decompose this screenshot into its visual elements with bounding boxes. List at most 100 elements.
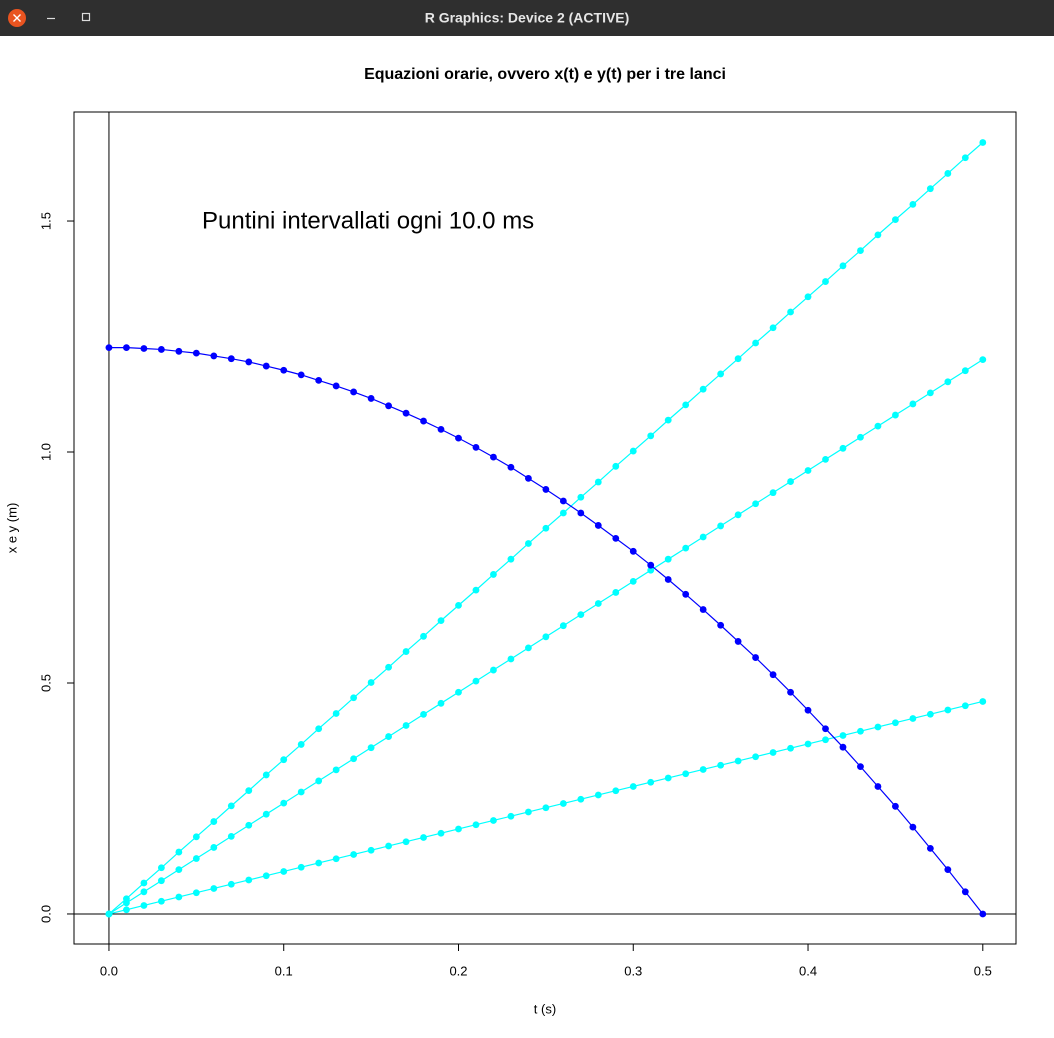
data-point xyxy=(787,688,794,696)
data-point xyxy=(227,880,235,888)
data-point xyxy=(752,500,759,508)
data-point xyxy=(210,844,218,851)
data-point xyxy=(892,411,899,419)
data-point xyxy=(420,834,427,841)
data-point xyxy=(944,170,952,177)
data-point xyxy=(175,893,183,901)
data-point xyxy=(472,677,480,685)
data-point xyxy=(769,324,777,332)
data-point xyxy=(385,402,392,410)
data-point xyxy=(961,154,969,162)
data-point xyxy=(612,589,620,596)
close-icon xyxy=(13,14,21,22)
data-point xyxy=(822,455,829,463)
data-point xyxy=(192,889,200,897)
data-point xyxy=(175,347,183,355)
data-point xyxy=(944,378,952,386)
data-point xyxy=(682,544,690,552)
data-point xyxy=(804,293,812,301)
data-point xyxy=(350,851,358,858)
data-point xyxy=(892,216,899,224)
data-point xyxy=(490,571,497,578)
data-point xyxy=(210,885,218,892)
data-point xyxy=(297,788,305,796)
data-point xyxy=(245,787,253,795)
data-point xyxy=(507,555,515,563)
x-tick-label: 0.1 xyxy=(275,963,293,978)
data-point xyxy=(437,829,445,837)
data-point xyxy=(315,377,323,384)
data-point xyxy=(542,486,550,493)
y-tick-label: 0.5 xyxy=(38,674,53,692)
data-point xyxy=(385,733,392,740)
data-point xyxy=(490,453,497,461)
x-tick-label: 0.4 xyxy=(799,963,817,978)
data-point xyxy=(402,722,410,729)
data-point xyxy=(210,818,218,825)
data-point xyxy=(839,743,847,751)
data-point xyxy=(944,706,952,714)
data-point xyxy=(874,422,882,430)
data-point xyxy=(717,761,725,769)
data-point xyxy=(874,723,882,731)
data-point xyxy=(140,902,148,909)
data-point xyxy=(437,425,445,433)
data-point xyxy=(769,749,777,756)
data-point xyxy=(157,346,165,353)
data-point xyxy=(682,590,690,598)
data-point xyxy=(822,725,829,733)
data-point xyxy=(542,524,550,532)
data-point xyxy=(367,395,375,402)
data-point xyxy=(385,663,392,671)
data-point xyxy=(559,497,567,505)
data-point xyxy=(280,799,288,807)
data-point xyxy=(804,740,812,748)
data-point xyxy=(192,833,200,841)
data-point xyxy=(926,844,934,852)
data-point xyxy=(734,757,742,765)
data-point xyxy=(315,725,323,733)
data-point xyxy=(192,855,200,862)
data-point xyxy=(157,897,165,905)
data-point xyxy=(402,648,410,655)
data-point xyxy=(245,821,253,829)
data-point xyxy=(909,715,917,722)
data-point xyxy=(245,358,253,366)
data-point xyxy=(524,540,532,547)
x-tick-label: 0.3 xyxy=(624,963,642,978)
maximize-button[interactable] xyxy=(81,12,91,22)
data-point xyxy=(629,783,637,790)
data-point xyxy=(332,855,340,863)
data-point xyxy=(629,547,637,555)
data-point xyxy=(507,655,515,663)
data-point xyxy=(542,633,550,641)
data-point xyxy=(245,876,253,884)
data-point xyxy=(926,389,934,397)
data-point xyxy=(262,362,270,370)
data-point xyxy=(262,810,270,818)
data-point xyxy=(490,666,497,674)
plot-frame xyxy=(73,111,1017,945)
data-point xyxy=(787,308,794,316)
data-point xyxy=(717,522,725,530)
data-point xyxy=(979,910,987,918)
data-point xyxy=(926,185,934,193)
data-point xyxy=(577,611,585,619)
data-point xyxy=(420,632,427,640)
data-point xyxy=(559,509,567,517)
data-point xyxy=(157,864,165,872)
data-point xyxy=(979,356,987,364)
data-point xyxy=(123,906,130,914)
data-point xyxy=(804,467,812,474)
data-point xyxy=(559,800,567,807)
data-point xyxy=(472,586,480,594)
data-point xyxy=(402,838,410,846)
data-point xyxy=(280,756,288,764)
data-point xyxy=(140,888,148,896)
data-point xyxy=(577,509,585,517)
data-point xyxy=(979,698,987,705)
data-point xyxy=(752,654,759,661)
data-point xyxy=(944,866,952,874)
data-point xyxy=(699,606,707,613)
